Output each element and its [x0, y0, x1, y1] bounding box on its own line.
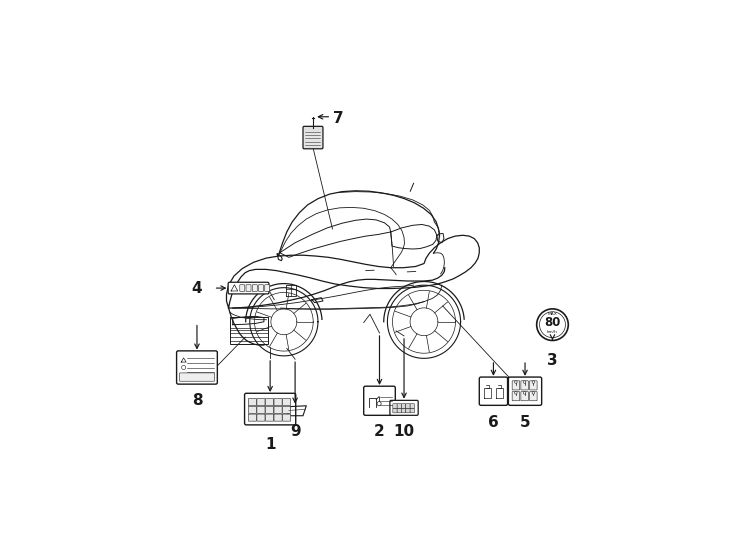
FancyBboxPatch shape — [246, 285, 251, 292]
FancyBboxPatch shape — [266, 399, 274, 406]
FancyBboxPatch shape — [177, 351, 217, 384]
Text: MAX: MAX — [548, 312, 557, 316]
FancyBboxPatch shape — [257, 406, 265, 414]
Text: 4: 4 — [192, 281, 202, 295]
Text: 7: 7 — [333, 111, 344, 125]
FancyBboxPatch shape — [244, 393, 296, 425]
FancyBboxPatch shape — [410, 404, 415, 408]
FancyBboxPatch shape — [240, 285, 244, 292]
FancyBboxPatch shape — [228, 282, 269, 294]
FancyBboxPatch shape — [257, 399, 265, 406]
FancyBboxPatch shape — [401, 404, 406, 408]
FancyBboxPatch shape — [283, 406, 291, 414]
FancyBboxPatch shape — [401, 408, 406, 413]
Circle shape — [523, 392, 526, 394]
FancyBboxPatch shape — [521, 381, 528, 390]
Circle shape — [532, 381, 534, 383]
Circle shape — [539, 312, 565, 338]
Bar — [230, 317, 268, 344]
Text: 9: 9 — [290, 424, 300, 439]
FancyBboxPatch shape — [393, 408, 397, 413]
FancyBboxPatch shape — [257, 414, 265, 421]
FancyBboxPatch shape — [512, 392, 520, 401]
FancyBboxPatch shape — [180, 373, 214, 381]
FancyBboxPatch shape — [248, 414, 256, 421]
Text: km/h: km/h — [547, 330, 558, 334]
FancyBboxPatch shape — [283, 399, 291, 406]
FancyBboxPatch shape — [530, 381, 537, 390]
FancyBboxPatch shape — [390, 400, 418, 415]
FancyBboxPatch shape — [266, 414, 274, 421]
FancyBboxPatch shape — [248, 406, 256, 414]
Circle shape — [523, 381, 526, 383]
Text: 5: 5 — [520, 415, 531, 430]
FancyBboxPatch shape — [406, 408, 410, 413]
FancyBboxPatch shape — [393, 404, 397, 408]
Circle shape — [181, 366, 186, 369]
FancyBboxPatch shape — [406, 404, 410, 408]
FancyBboxPatch shape — [397, 404, 401, 408]
FancyBboxPatch shape — [530, 392, 537, 401]
Text: 3: 3 — [547, 353, 558, 368]
FancyBboxPatch shape — [512, 381, 520, 390]
Text: 1: 1 — [265, 436, 275, 451]
Text: 6: 6 — [488, 415, 499, 430]
FancyBboxPatch shape — [252, 285, 257, 292]
FancyBboxPatch shape — [258, 285, 264, 292]
FancyBboxPatch shape — [364, 386, 396, 415]
FancyBboxPatch shape — [248, 399, 256, 406]
FancyBboxPatch shape — [303, 126, 323, 149]
FancyBboxPatch shape — [283, 414, 291, 421]
FancyBboxPatch shape — [265, 285, 269, 292]
FancyBboxPatch shape — [274, 406, 282, 414]
FancyBboxPatch shape — [521, 392, 528, 401]
Circle shape — [537, 309, 568, 341]
Circle shape — [515, 381, 517, 383]
Circle shape — [515, 392, 517, 394]
FancyBboxPatch shape — [509, 377, 542, 406]
Text: 10: 10 — [393, 424, 415, 439]
Circle shape — [377, 402, 381, 406]
Text: 8: 8 — [192, 393, 203, 408]
FancyBboxPatch shape — [274, 399, 282, 406]
FancyBboxPatch shape — [397, 408, 401, 413]
Text: 80: 80 — [545, 316, 561, 329]
FancyBboxPatch shape — [479, 377, 508, 406]
Circle shape — [532, 392, 534, 394]
FancyBboxPatch shape — [410, 408, 415, 413]
Text: 2: 2 — [374, 424, 385, 439]
FancyBboxPatch shape — [274, 414, 282, 421]
FancyBboxPatch shape — [266, 406, 274, 414]
